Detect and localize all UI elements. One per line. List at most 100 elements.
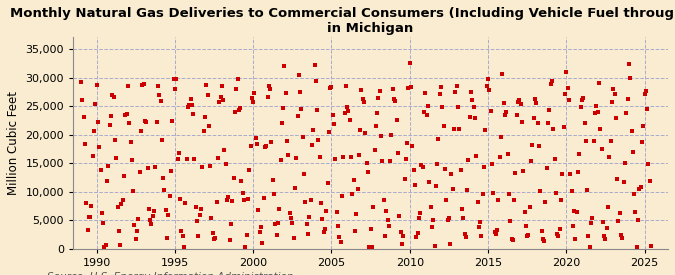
Point	[445, 242, 456, 246]
Point	[300, 199, 310, 204]
Point	[354, 153, 364, 158]
Point	[95, 167, 106, 172]
Point	[572, 170, 583, 174]
Point	[305, 198, 316, 203]
Point	[632, 218, 643, 223]
Point	[362, 170, 373, 174]
Point	[269, 192, 279, 196]
Point	[113, 229, 124, 233]
Point	[138, 82, 149, 86]
Point	[396, 242, 407, 246]
Point	[278, 106, 289, 110]
Point	[450, 90, 461, 94]
Point	[236, 179, 247, 183]
Point	[179, 245, 190, 249]
Point	[169, 87, 180, 91]
Point	[599, 234, 610, 239]
Point	[498, 100, 509, 105]
Point	[323, 130, 334, 134]
Point	[125, 140, 136, 145]
Point	[126, 158, 137, 163]
Point	[221, 161, 232, 166]
Point	[315, 155, 325, 160]
Point	[480, 128, 491, 132]
Point	[402, 140, 412, 145]
Point	[556, 198, 566, 202]
Point	[395, 230, 406, 235]
Point	[382, 218, 393, 222]
Point	[407, 144, 418, 148]
Point	[456, 207, 467, 211]
Point	[348, 177, 359, 182]
Point	[645, 179, 655, 184]
Point	[211, 200, 222, 205]
Point	[375, 89, 385, 93]
Point	[81, 200, 92, 205]
Point	[339, 111, 350, 115]
Point	[472, 199, 483, 204]
Point	[617, 236, 628, 241]
Point	[122, 112, 132, 116]
Point	[129, 223, 140, 227]
Point	[460, 235, 471, 239]
Point	[92, 120, 103, 125]
Point	[242, 197, 253, 201]
Point	[175, 197, 186, 201]
Point	[612, 177, 622, 181]
Point	[502, 152, 513, 156]
Point	[123, 84, 134, 88]
Point	[637, 140, 647, 145]
Point	[576, 98, 587, 102]
Point	[116, 202, 127, 206]
Point	[392, 118, 402, 122]
Point	[595, 126, 605, 131]
Title: Monthly Natural Gas Deliveries to Commercial Consumers (Including Vehicle Fuel t: Monthly Natural Gas Deliveries to Commer…	[10, 7, 675, 35]
Point	[338, 154, 348, 159]
Point	[210, 235, 221, 240]
Point	[325, 86, 335, 91]
Point	[266, 139, 277, 144]
Point	[476, 234, 487, 238]
Point	[157, 138, 167, 142]
Point	[470, 115, 481, 120]
Point	[261, 144, 271, 148]
Point	[318, 230, 329, 234]
Point	[312, 108, 323, 112]
Point	[509, 198, 520, 203]
Point	[182, 156, 192, 161]
Point	[194, 213, 205, 218]
Point	[184, 103, 194, 108]
Point	[454, 127, 464, 132]
Point	[531, 100, 542, 105]
Point	[365, 227, 376, 232]
Point	[489, 230, 500, 235]
Point	[435, 85, 446, 89]
Point	[232, 77, 243, 81]
Point	[596, 147, 607, 151]
Point	[298, 135, 308, 140]
Text: Source: U.S. Energy Information Administration: Source: U.S. Energy Information Administ…	[47, 273, 294, 275]
Point	[578, 96, 589, 100]
Point	[317, 217, 328, 221]
Point	[256, 225, 267, 230]
Point	[82, 228, 93, 232]
Point	[643, 162, 654, 166]
Point	[238, 191, 248, 195]
Point	[614, 211, 625, 215]
Point	[319, 227, 330, 231]
Point	[529, 116, 539, 120]
Point	[335, 240, 346, 244]
Point	[379, 234, 390, 238]
Point	[274, 207, 285, 211]
Point	[613, 219, 624, 223]
Point	[487, 162, 497, 166]
Point	[310, 79, 321, 84]
Point	[350, 229, 360, 233]
Point	[501, 110, 512, 115]
Point	[357, 97, 368, 101]
Point	[334, 235, 345, 239]
Point	[620, 161, 630, 165]
Point	[535, 188, 545, 193]
Point	[477, 192, 488, 197]
Point	[128, 188, 138, 193]
